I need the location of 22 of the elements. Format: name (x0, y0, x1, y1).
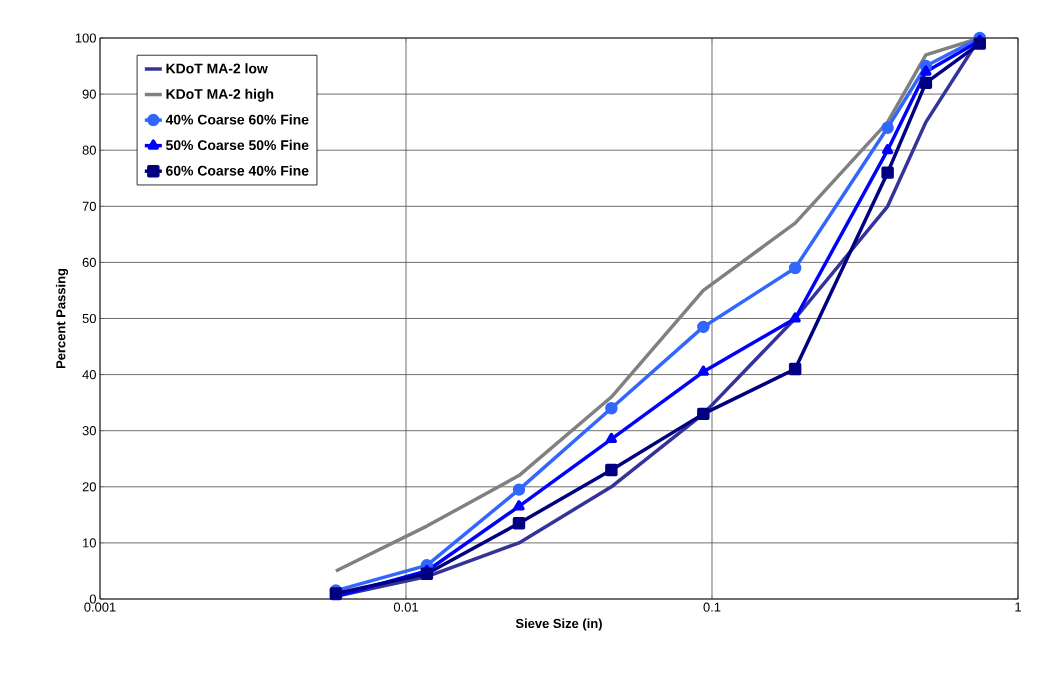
y-tick-label: 10 (83, 538, 96, 548)
legend-label: 40% Coarse 60% Fine (165, 114, 309, 125)
legend-label: 60% Coarse 40% Fine (166, 165, 309, 176)
x-tick-label: 0.01 (393, 602, 418, 612)
legend-label: 50% Coarse 50% Fine (165, 139, 309, 151)
y-tick-label: 60 (82, 257, 96, 267)
y-tick-label: 100 (75, 33, 96, 43)
x-tick-label: 0.001 (84, 602, 116, 612)
y-tick-label: 0 (89, 594, 96, 604)
legend-label: KDoT MA-2 low (166, 63, 268, 74)
y-tick-label: 50 (82, 313, 96, 324)
y-axis-title: Percent Passing (55, 268, 69, 369)
legend-label: KDoT MA-2 high (166, 88, 274, 102)
y-tick-label: 20 (82, 482, 96, 492)
y-tick-label: 80 (82, 145, 96, 155)
x-tick-label: 1 (1015, 602, 1021, 612)
y-tick-label: 30 (82, 426, 96, 436)
y-tick-label: 70 (82, 201, 96, 211)
x-tick-label: 0.1 (703, 602, 721, 612)
y-tick-label: 40 (82, 370, 96, 380)
x-axis-title: Sieve Size (in) (515, 618, 602, 631)
y-tick-label: 90 (82, 89, 96, 99)
